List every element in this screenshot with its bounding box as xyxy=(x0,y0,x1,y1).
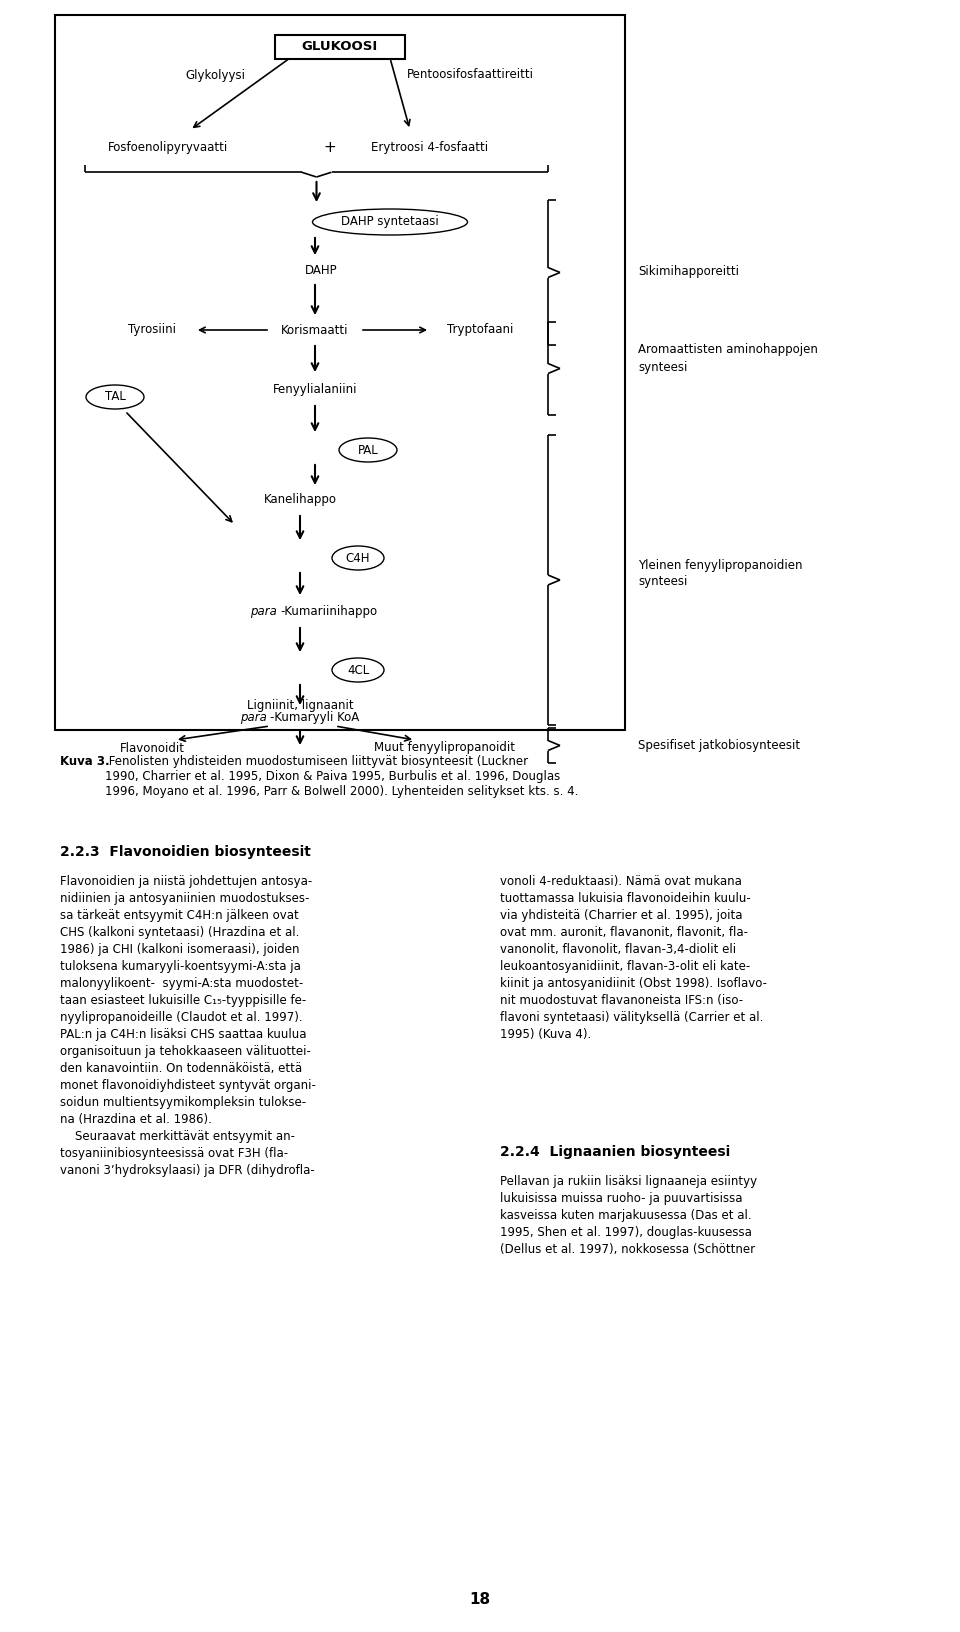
Text: synteesi: synteesi xyxy=(638,576,687,589)
Text: para: para xyxy=(240,712,267,725)
Text: -Kumaryyli KoA: -Kumaryyli KoA xyxy=(270,712,359,725)
Text: DAHP syntetaasi: DAHP syntetaasi xyxy=(341,215,439,228)
Text: Fosfoenolipyryvaatti: Fosfoenolipyryvaatti xyxy=(108,142,228,155)
Text: Glykolyysi: Glykolyysi xyxy=(185,69,245,82)
Text: C4H: C4H xyxy=(346,552,371,565)
Text: Tyrosiini: Tyrosiini xyxy=(128,323,176,336)
Text: DAHP: DAHP xyxy=(305,263,338,276)
Text: Kanelihappo: Kanelihappo xyxy=(263,493,337,506)
Text: Flavonoidien ja niistä johdettujen antosya-
nidiinien ja antosyaniinien muodostu: Flavonoidien ja niistä johdettujen antos… xyxy=(60,875,316,1177)
Text: GLUKOOSI: GLUKOOSI xyxy=(301,41,378,54)
Text: Pentoosifosfaattireitti: Pentoosifosfaattireitti xyxy=(406,69,534,82)
Text: 2.2.3  Flavonoidien biosynteesit: 2.2.3 Flavonoidien biosynteesit xyxy=(60,845,311,858)
Text: 2.2.4  Lignaanien biosynteesi: 2.2.4 Lignaanien biosynteesi xyxy=(500,1146,731,1159)
Text: Flavonoidit: Flavonoidit xyxy=(119,741,184,754)
Text: Fenolisten yhdisteiden muodostumiseen liittyvät biosynteesit (Luckner
1990, Char: Fenolisten yhdisteiden muodostumiseen li… xyxy=(105,756,578,798)
Bar xyxy=(55,15,625,730)
Text: Korismaatti: Korismaatti xyxy=(281,323,348,336)
Text: Erytroosi 4-fosfaatti: Erytroosi 4-fosfaatti xyxy=(372,142,489,155)
Text: PAL: PAL xyxy=(358,444,378,457)
Text: Muut fenyylipropanoidit: Muut fenyylipropanoidit xyxy=(374,741,516,754)
Text: synteesi: synteesi xyxy=(638,361,687,374)
Text: para: para xyxy=(250,605,276,619)
Text: vonoli 4-reduktaasi). Nämä ovat mukana
tuottamassa lukuisia flavonoideihin kuulu: vonoli 4-reduktaasi). Nämä ovat mukana t… xyxy=(500,875,767,1041)
Text: 4CL: 4CL xyxy=(347,664,370,677)
Text: Yleinen fenyylipropanoidien: Yleinen fenyylipropanoidien xyxy=(638,558,803,571)
Text: Pellavan ja rukiin lisäksi lignaaneja esiintyy
lukuisissa muissa ruoho- ja puuva: Pellavan ja rukiin lisäksi lignaaneja es… xyxy=(500,1175,757,1257)
Text: 18: 18 xyxy=(469,1593,491,1608)
Text: -Kumariinihappo: -Kumariinihappo xyxy=(280,605,377,619)
Text: TAL: TAL xyxy=(105,390,126,403)
Bar xyxy=(275,34,405,59)
Text: Ligniinit, lignaanit: Ligniinit, lignaanit xyxy=(247,698,353,712)
Text: Kuva 3.: Kuva 3. xyxy=(60,756,109,769)
Text: +: + xyxy=(324,140,336,155)
Text: Spesifiset jatkobiosynteesit: Spesifiset jatkobiosynteesit xyxy=(638,739,800,751)
Text: Fenyylialaniini: Fenyylialaniini xyxy=(273,384,357,397)
Text: Aromaattisten aminohappojen: Aromaattisten aminohappojen xyxy=(638,343,818,356)
Text: Sikimihapporeitti: Sikimihapporeitti xyxy=(638,266,739,279)
Text: Tryptofaani: Tryptofaani xyxy=(446,323,514,336)
